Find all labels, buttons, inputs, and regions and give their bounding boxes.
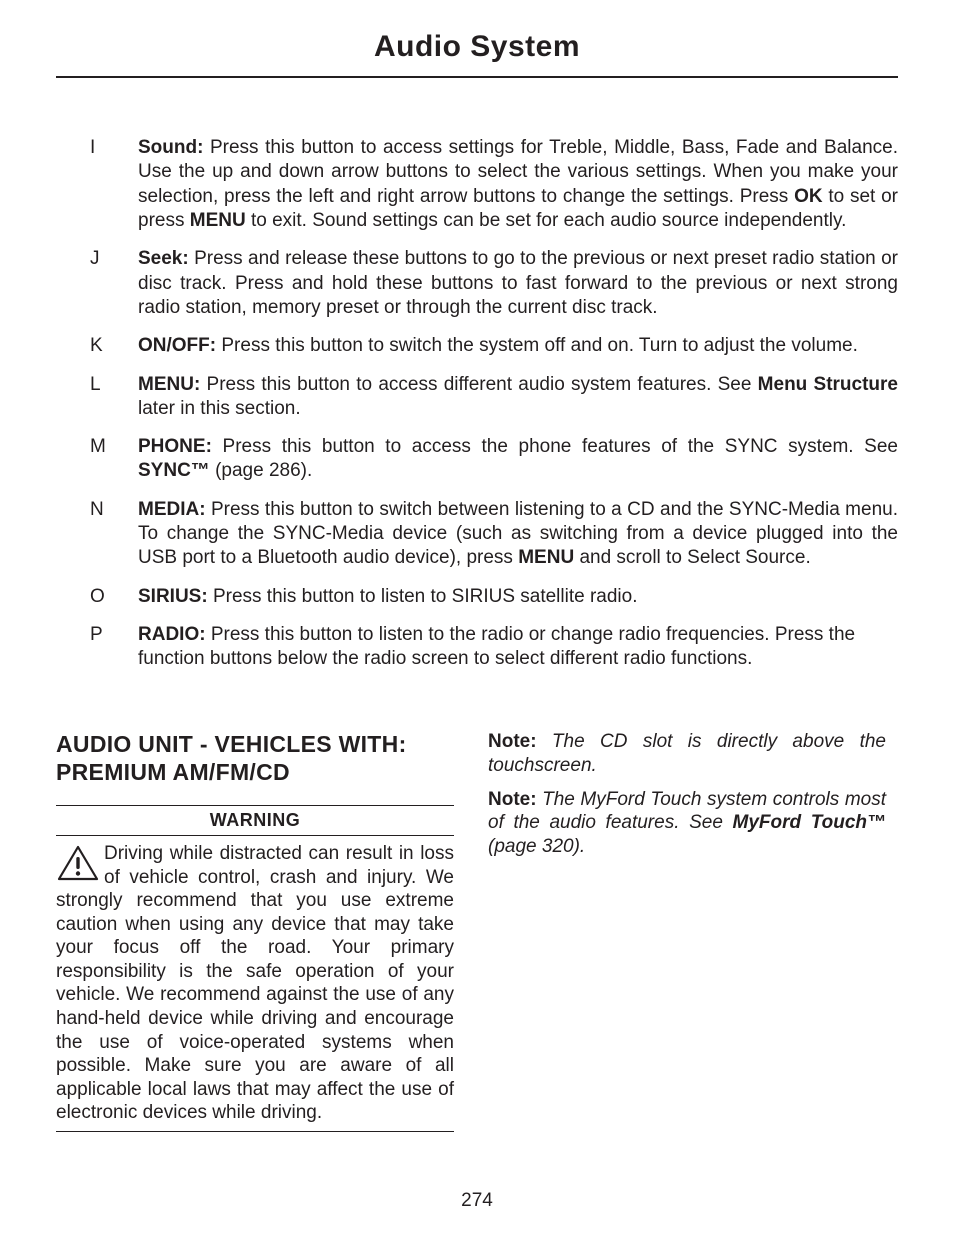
- item-body: SIRIUS: Press this button to listen to S…: [138, 585, 898, 609]
- warning-text: Driving while distracted can result in l…: [56, 843, 454, 1123]
- definition-list: I Sound: Press this button to access set…: [90, 136, 898, 672]
- note-1: Note: The CD slot is directly above the …: [488, 730, 886, 778]
- right-column: Note: The CD slot is directly above the …: [488, 686, 886, 1132]
- item-text: Press this button to switch the system o…: [216, 335, 858, 356]
- item-label: Seek:: [138, 248, 189, 269]
- item-label: ON/OFF:: [138, 335, 216, 356]
- item-label: Sound:: [138, 137, 203, 158]
- item-letter: L: [90, 373, 138, 422]
- note-text: (page 320).: [488, 836, 585, 857]
- item-body: MENU: Press this button to access differ…: [138, 373, 898, 422]
- item-label: PHONE:: [138, 436, 212, 457]
- item-label: SIRIUS:: [138, 586, 208, 607]
- item-letter: K: [90, 334, 138, 358]
- item-letter: N: [90, 498, 138, 571]
- item-body: PHONE: Press this button to access the p…: [138, 435, 898, 484]
- item-label: RADIO:: [138, 624, 206, 645]
- item-label: MENU:: [138, 374, 200, 395]
- left-column: AUDIO UNIT - VEHICLES WITH: PREMIUM AM/F…: [56, 686, 454, 1132]
- inline-bold: SYNC™: [138, 460, 210, 481]
- item-letter: I: [90, 136, 138, 233]
- item-letter: M: [90, 435, 138, 484]
- item-text: Press this button to access settings for…: [138, 137, 898, 207]
- item-label: MEDIA:: [138, 499, 206, 520]
- item-text: Press this button to listen to SIRIUS sa…: [208, 586, 638, 607]
- inline-bold: MENU: [518, 547, 574, 568]
- item-p: P RADIO: Press this button to listen to …: [90, 623, 898, 672]
- warning-body: Driving while distracted can result in l…: [56, 842, 454, 1132]
- section-heading: AUDIO UNIT - VEHICLES WITH: PREMIUM AM/F…: [56, 730, 454, 788]
- item-letter: P: [90, 623, 138, 672]
- inline-bold: Menu Structure: [758, 374, 898, 395]
- note-label: Note:: [488, 731, 537, 752]
- item-letter: O: [90, 585, 138, 609]
- page-number: 274: [0, 1190, 954, 1212]
- note-bold-ref: MyFord Touch™: [733, 812, 887, 833]
- inline-bold: MENU: [190, 210, 246, 231]
- item-body: ON/OFF: Press this button to switch the …: [138, 334, 898, 358]
- item-letter: J: [90, 247, 138, 320]
- item-i: I Sound: Press this button to access set…: [90, 136, 898, 233]
- item-j: J Seek: Press and release these buttons …: [90, 247, 898, 320]
- item-text: to exit. Sound settings can be set for e…: [246, 210, 847, 231]
- item-body: RADIO: Press this button to listen to th…: [138, 623, 898, 672]
- title-rule: [56, 76, 898, 78]
- item-body: Sound: Press this button to access setti…: [138, 136, 898, 233]
- item-k: K ON/OFF: Press this button to switch th…: [90, 334, 898, 358]
- page-title: Audio System: [56, 30, 898, 64]
- note-2: Note: The MyFord Touch system controls m…: [488, 788, 886, 860]
- inline-bold: OK: [794, 186, 823, 207]
- item-text: later in this section.: [138, 398, 301, 419]
- item-body: MEDIA: Press this button to switch betwe…: [138, 498, 898, 571]
- item-o: O SIRIUS: Press this button to listen to…: [90, 585, 898, 609]
- item-text: Press this button to access different au…: [200, 374, 757, 395]
- two-column-region: AUDIO UNIT - VEHICLES WITH: PREMIUM AM/F…: [56, 686, 898, 1132]
- item-body: Seek: Press and release these buttons to…: [138, 247, 898, 320]
- item-text: Press this button to listen to the radio…: [138, 624, 855, 669]
- item-text: and scroll to Select Source.: [574, 547, 811, 568]
- note-label: Note:: [488, 789, 537, 810]
- item-n: N MEDIA: Press this button to switch bet…: [90, 498, 898, 571]
- item-text: (page 286).: [210, 460, 312, 481]
- item-text: Press this button to access the phone fe…: [212, 436, 898, 457]
- note-text: The CD slot is directly above the touchs…: [488, 731, 886, 776]
- item-m: M PHONE: Press this button to access the…: [90, 435, 898, 484]
- warning-icon: [56, 844, 100, 882]
- item-text: Press and release these buttons to go to…: [138, 248, 898, 318]
- item-l: L MENU: Press this button to access diff…: [90, 373, 898, 422]
- warning-header: WARNING: [56, 805, 454, 836]
